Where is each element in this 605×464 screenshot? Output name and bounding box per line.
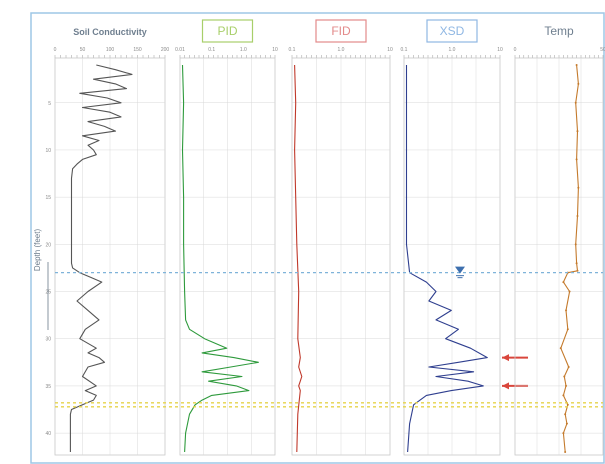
panel-pid1-title: PID bbox=[217, 24, 237, 38]
panel-temp-point bbox=[565, 422, 568, 425]
depth-tick-6: 35 bbox=[45, 384, 51, 390]
panel-xsd-title: XSD bbox=[440, 24, 465, 38]
panel-temp-point bbox=[574, 101, 577, 104]
depth-tick-7: 40 bbox=[45, 431, 51, 437]
panel-temp-title: Temp bbox=[544, 24, 574, 38]
panel-soil-x-tick-1: 50 bbox=[80, 47, 86, 53]
depth-tick-2: 15 bbox=[45, 195, 51, 201]
panel-temp-point bbox=[559, 347, 562, 350]
panel-xsd: XSD 0.1 1.0 10 bbox=[401, 19, 528, 456]
panel-temp-point bbox=[577, 82, 580, 85]
panel-soil-x-tick-0: 0 bbox=[54, 47, 57, 53]
panel-pid2-series bbox=[294, 64, 303, 453]
panel-temp: Temp 0 50 bbox=[514, 24, 605, 456]
depth-tick-1: 10 bbox=[45, 148, 51, 154]
water-table-symbol bbox=[455, 266, 465, 274]
depth-tick-5: 30 bbox=[45, 337, 51, 343]
panel-temp-point bbox=[564, 413, 567, 416]
panel-soil-series bbox=[69, 64, 133, 452]
y-axis-label: Depth (feet) bbox=[33, 229, 42, 272]
panel-temp-point bbox=[575, 262, 578, 265]
depth-tick-3: 20 bbox=[45, 242, 51, 248]
panel-soil-x-tick-4: 200 bbox=[161, 47, 170, 53]
figure-border bbox=[30, 12, 605, 464]
xsd-arrow-head bbox=[502, 382, 509, 390]
panel-temp-point bbox=[564, 451, 567, 453]
panel-pid2-x-tick-2: 10 bbox=[387, 47, 393, 53]
panel-xsd-x-tick-0: 0.1 bbox=[401, 47, 408, 53]
panel-xsd-x-tick-1: 1.0 bbox=[449, 47, 456, 53]
panel-temp-point bbox=[565, 384, 568, 387]
panel-pid2: FID 0.1 1.0 10 bbox=[289, 19, 393, 456]
panel-xsd-x-tick-2: 10 bbox=[497, 47, 503, 53]
panel-pid1-x-tick-2: 1.0 bbox=[240, 47, 247, 53]
panel-pid1: PID 0.01 0.1 1.0 10 bbox=[175, 19, 278, 456]
panel-pid1-x-tick-1: 0.1 bbox=[208, 47, 215, 53]
panel-temp-point bbox=[568, 290, 571, 293]
panel-temp-point bbox=[575, 158, 578, 161]
panel-temp-x-tick-0: 0 bbox=[514, 47, 517, 53]
depth-tick-0: 5 bbox=[48, 101, 51, 107]
panel-temp-point bbox=[576, 269, 579, 272]
panel-pid2-x-tick-1: 1.0 bbox=[338, 47, 345, 53]
panel-temp-point bbox=[574, 243, 577, 246]
panel-pid2-title-box bbox=[315, 19, 367, 43]
panel-temp-point bbox=[575, 64, 578, 66]
panel-temp-point bbox=[577, 186, 580, 189]
panel-pid2-title: FID bbox=[331, 24, 351, 38]
panel-temp-x-tick-1: 50 bbox=[600, 47, 605, 53]
panel-xsd-title-box bbox=[426, 19, 478, 43]
panel-temp-point bbox=[567, 366, 570, 369]
panel-temp-point bbox=[565, 309, 568, 312]
panel-temp-point bbox=[576, 130, 579, 133]
panel-pid2-x-tick-0: 0.1 bbox=[289, 47, 296, 53]
panel-soil-title: Soil Conductivity bbox=[73, 27, 147, 37]
panel-soil-x-tick-3: 150 bbox=[133, 47, 142, 53]
overlay-layer: 510152025303540 bbox=[45, 101, 603, 437]
panel-pid1-x-tick-3: 10 bbox=[272, 47, 278, 53]
panel-temp-point bbox=[562, 432, 565, 435]
panel-temp-point bbox=[562, 281, 565, 284]
panel-xsd-series bbox=[405, 65, 488, 453]
panel-pid1-x-tick-0: 0.01 bbox=[175, 47, 185, 53]
panel-soil: Soil Conductivity 0 50 100 150 200 bbox=[54, 27, 170, 456]
panel-soil-x-tick-2: 100 bbox=[106, 47, 115, 53]
panel-temp-point bbox=[566, 403, 569, 406]
xsd-arrow-head bbox=[502, 354, 509, 362]
panel-temp-point bbox=[562, 394, 565, 397]
panel-temp-point bbox=[576, 215, 579, 218]
panel-pid1-series bbox=[181, 64, 259, 453]
panel-temp-point bbox=[563, 375, 566, 378]
panel-pid1-title-box bbox=[201, 19, 254, 43]
panel-temp-point bbox=[566, 328, 569, 331]
